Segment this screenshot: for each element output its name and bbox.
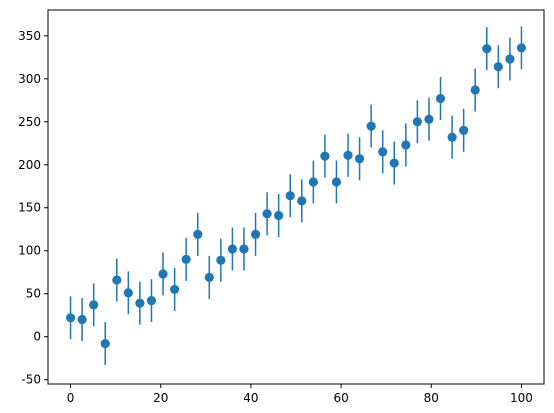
data-point xyxy=(308,177,318,187)
data-point xyxy=(297,196,307,206)
data-point xyxy=(170,284,180,295)
data-point xyxy=(146,296,157,306)
y-tick-label: 250 xyxy=(18,115,41,129)
data-point xyxy=(216,255,226,265)
data-point xyxy=(227,244,238,254)
plot-frame xyxy=(47,9,545,385)
y-tick-label: 50 xyxy=(26,287,41,301)
data-point xyxy=(447,132,457,142)
data-point xyxy=(193,229,203,239)
data-point xyxy=(239,244,249,254)
data-point xyxy=(123,288,133,298)
data-point xyxy=(250,229,261,239)
data-point xyxy=(435,93,446,104)
data-series xyxy=(65,26,527,366)
data-point xyxy=(112,275,122,285)
y-tick-label: 0 xyxy=(33,330,41,344)
data-point xyxy=(181,254,191,264)
y-tick-label: 100 xyxy=(18,244,41,258)
x-axis: 0 20 40 60 80 100 xyxy=(67,384,533,405)
x-tick-label: 100 xyxy=(510,391,533,405)
data-point xyxy=(412,117,422,127)
y-tick-label: 200 xyxy=(18,158,41,172)
data-point xyxy=(424,114,434,124)
data-point xyxy=(366,121,376,131)
data-point xyxy=(401,140,411,150)
data-point xyxy=(100,338,110,349)
data-point xyxy=(505,54,515,64)
data-point xyxy=(285,191,295,201)
data-point xyxy=(482,44,492,54)
y-tick-label: 150 xyxy=(18,201,41,215)
data-point xyxy=(378,147,388,157)
y-axis: -50 0 50 100 150 200 250 300 350 xyxy=(18,29,48,387)
data-point xyxy=(459,125,469,135)
data-point xyxy=(89,300,99,310)
x-tick-label: 0 xyxy=(67,391,75,405)
data-point xyxy=(158,269,168,279)
data-point xyxy=(274,210,284,221)
x-tick-label: 80 xyxy=(424,391,439,405)
data-point xyxy=(77,314,87,325)
data-point xyxy=(135,298,145,308)
x-tick-label: 40 xyxy=(243,391,258,405)
data-point xyxy=(204,272,214,282)
data-point xyxy=(516,43,527,53)
data-point xyxy=(262,209,272,219)
y-tick-label: 350 xyxy=(18,29,41,43)
data-point xyxy=(493,62,503,72)
y-tick-label: -50 xyxy=(21,373,41,387)
data-point xyxy=(354,154,365,164)
data-point xyxy=(65,313,76,323)
x-tick-label: 20 xyxy=(153,391,168,405)
data-point xyxy=(331,177,342,187)
x-tick-label: 60 xyxy=(333,391,348,405)
data-point xyxy=(389,158,399,168)
data-point xyxy=(470,85,480,95)
data-point xyxy=(343,150,353,160)
y-tick-label: 300 xyxy=(18,72,41,86)
data-point xyxy=(320,151,330,161)
